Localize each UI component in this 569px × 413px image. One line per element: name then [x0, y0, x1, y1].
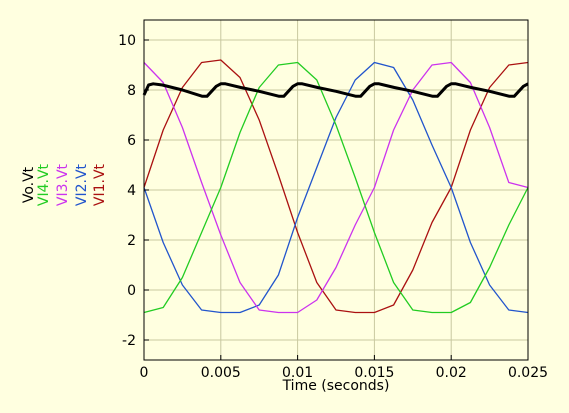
x-tick-label: 0: [140, 365, 149, 381]
series-layer: [142, 59, 529, 314]
y-tick-label: 2: [127, 233, 136, 249]
legend-entry: VI4.Vt: [36, 163, 52, 206]
x-tick-label: 0.015: [354, 365, 394, 381]
legend-entry: VI2.Vt: [74, 163, 90, 206]
y-tick-label: 6: [127, 133, 136, 149]
series-line-vo-vt: [142, 82, 529, 98]
legend: Vo.Vt VI4.Vt VI3.Vt VI2.Vt VI1.Vt: [21, 163, 108, 206]
legend-entry: VI3.Vt: [55, 163, 71, 206]
y-tick-label: 0: [127, 283, 136, 299]
legend-entry: VI1.Vt: [92, 163, 108, 206]
series-line-vi3-vt: [143, 61, 529, 314]
x-axis-label: Time (seconds): [282, 378, 390, 394]
y-tick-label: 4: [127, 183, 136, 199]
series-line-vi4-vt: [143, 61, 529, 314]
series-line-vi2-vt: [143, 61, 529, 314]
series-line-vi1-vt: [143, 59, 529, 314]
y-tick-label: 8: [127, 83, 136, 99]
x-tick-label: 0.005: [201, 365, 241, 381]
x-tick-label: 0.025: [508, 365, 548, 381]
legend-entry: Vo.Vt: [21, 166, 37, 203]
x-tick-label: 0.01: [282, 365, 313, 381]
y-tick-label: 10: [118, 33, 136, 49]
y-tick-label: -2: [122, 333, 136, 349]
x-tick-label: 0.02: [436, 365, 467, 381]
